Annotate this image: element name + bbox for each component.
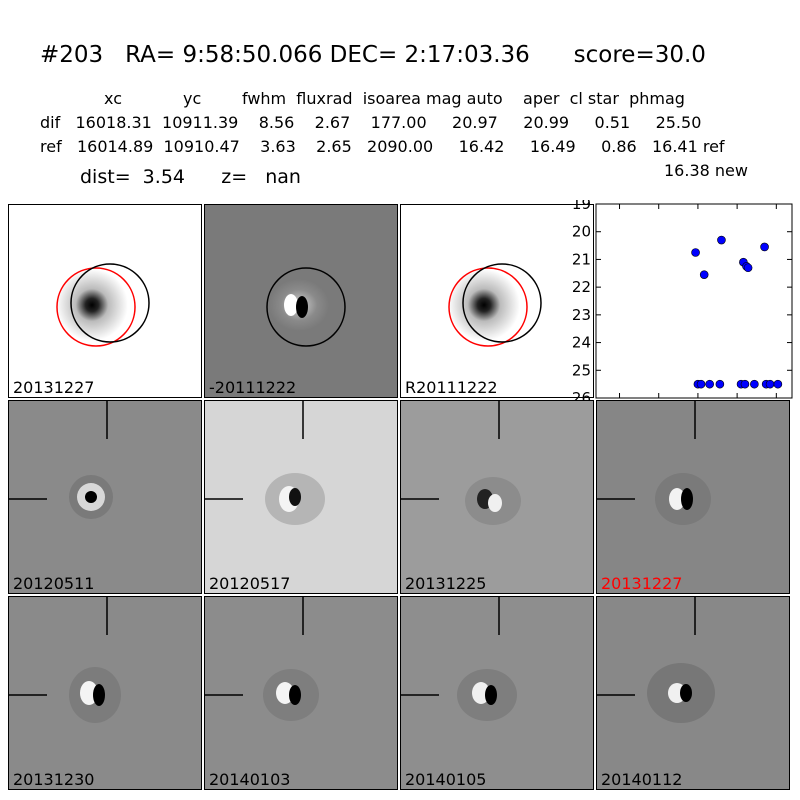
- data-point: [743, 263, 753, 273]
- dist-z-line: dist= 3.54 z= nan: [80, 166, 301, 188]
- epoch-cutout: [597, 597, 789, 789]
- data-point: [691, 248, 700, 257]
- data-point: [705, 379, 714, 389]
- epoch-cutout: [9, 401, 201, 593]
- panel-label: 20120511: [13, 574, 95, 593]
- epoch-panel-20120511[interactable]: 20120511: [8, 400, 202, 594]
- reference-cutout: [401, 205, 593, 397]
- difference-image-panel[interactable]: -20111222: [204, 204, 398, 398]
- new-mag: 16.38 new: [664, 161, 748, 180]
- epoch-panel-20140112[interactable]: 20140112: [596, 596, 790, 790]
- new-aperture-circle: [70, 263, 150, 343]
- new-image-panel[interactable]: 20131227: [8, 204, 202, 398]
- data-point: [740, 379, 750, 389]
- column-headers: xc yc fwhm fluxrad isoarea mag auto aper…: [104, 89, 685, 108]
- y-tick-label: 25: [572, 361, 591, 379]
- data-point: [715, 379, 725, 389]
- aperture-circle: [266, 267, 346, 347]
- panel-label: 20120517: [209, 574, 291, 593]
- panel-label: 20131227: [13, 378, 95, 397]
- new-aperture-circle: [462, 263, 542, 343]
- y-tick-label: 21: [572, 250, 591, 268]
- data-point: [765, 379, 775, 389]
- y-tick-label: 23: [572, 306, 591, 324]
- plot-frame: [595, 203, 793, 399]
- epoch-cutout: [205, 401, 397, 593]
- epoch-cutout: [205, 597, 397, 789]
- epoch-panel-20131225[interactable]: 20131225: [400, 400, 594, 594]
- panel-label: 20140103: [209, 770, 291, 789]
- difference-cutout: [205, 205, 397, 397]
- new-image-cutout: [9, 205, 201, 397]
- ref-aperture-circle: [448, 267, 528, 347]
- panel-label: -20111222: [209, 378, 297, 397]
- epoch-panel-20140103[interactable]: 20140103: [204, 596, 398, 790]
- epoch-cutout: [401, 401, 593, 593]
- panel-label: 20131230: [13, 770, 95, 789]
- data-point: [750, 379, 759, 389]
- data-points: [691, 235, 783, 389]
- candidate-title: #203 RA= 9:58:50.066 DEC= 2:17:03.36 sco…: [40, 42, 706, 68]
- data-point: [699, 270, 709, 279]
- ref-aperture-circle: [56, 267, 136, 347]
- panel-label: 20131225: [405, 574, 487, 593]
- epoch-panel-20131227[interactable]: 20131227: [596, 400, 790, 594]
- panel-label: R20111222: [405, 378, 498, 397]
- data-point: [717, 235, 726, 245]
- y-tick-label: 24: [572, 334, 591, 352]
- epoch-panel-20120517[interactable]: 20120517: [204, 400, 398, 594]
- y-tick-label: 22: [572, 278, 591, 296]
- panel-label: 20140112: [601, 770, 683, 789]
- dif-row: dif 16018.31 10911.39 8.56 2.67 177.00 2…: [40, 113, 702, 132]
- y-tick-label: 20: [572, 223, 591, 241]
- data-point: [773, 379, 783, 389]
- y-tick-label: 19: [572, 200, 591, 213]
- reference-image-panel[interactable]: R20111222: [400, 204, 594, 398]
- panel-label: 20140105: [405, 770, 487, 789]
- data-point: [760, 242, 769, 252]
- epoch-panel-20140105[interactable]: 20140105: [400, 596, 594, 790]
- panel-label-current: 20131227: [601, 574, 683, 593]
- epoch-panel-20131230[interactable]: 20131230: [8, 596, 202, 790]
- ref-row: ref 16014.89 10910.47 3.63 2.65 2090.00 …: [40, 137, 725, 156]
- epoch-cutout: [9, 597, 201, 789]
- data-point: [696, 379, 706, 389]
- epoch-cutout: [401, 597, 593, 789]
- epoch-cutout: [597, 401, 789, 593]
